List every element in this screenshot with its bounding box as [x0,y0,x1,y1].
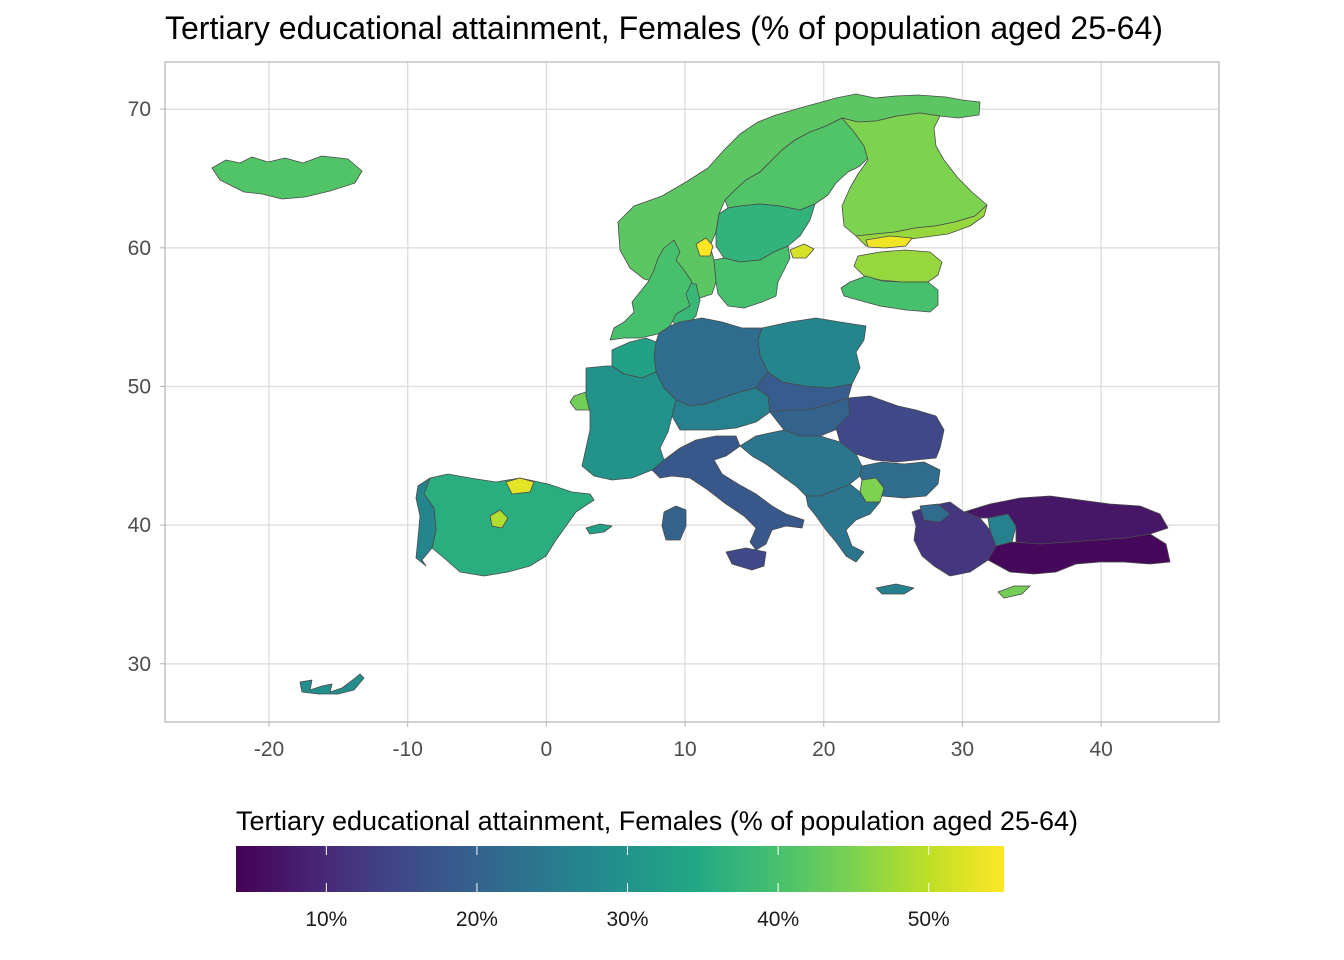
y-tick-label: 40 [128,514,151,537]
y-tick-label: 70 [128,98,151,121]
y-axis: 30 40 50 60 70 [128,98,165,676]
y-tick-label: 50 [128,375,151,398]
region-estonia[interactable] [853,249,943,283]
x-tick-label: -10 [393,738,423,761]
region-latvia-lithuania[interactable] [840,275,939,313]
region-oslo[interactable] [695,237,714,257]
legend-tick-label: 20% [456,908,498,931]
x-tick-label: 30 [951,738,974,761]
region-stockholm[interactable] [789,243,815,259]
x-tick-label: 40 [1089,738,1112,761]
x-tick-label: 0 [541,738,553,761]
region-turkey-southeast[interactable] [987,533,1171,575]
x-axis: -20 -10 0 10 20 30 40 [254,722,1113,761]
region-sweden-central[interactable] [715,203,816,263]
region-canary-islands[interactable] [299,673,365,695]
legend-title: Tertiary educational attainment, Females… [236,806,1078,836]
plot-panel-border [164,61,1220,723]
region-sweden-south[interactable] [713,245,791,309]
x-tick-label: 20 [812,738,835,761]
region-sicily[interactable] [725,547,767,571]
region-greece[interactable] [805,483,881,563]
legend-tick-label: 40% [757,908,799,931]
region-western-balkans[interactable] [739,429,863,497]
region-portugal[interactable] [415,477,437,567]
legend-tick-label: 30% [607,908,649,931]
legend-colorbar [236,846,1004,892]
legend-tick-label: 50% [908,908,950,931]
region-balearic[interactable] [585,523,613,535]
x-tick-label: 10 [673,738,696,761]
page-title: Tertiary educational attainment, Females… [165,10,1163,46]
x-tick-label: -20 [254,738,284,761]
region-istanbul[interactable] [919,503,951,523]
regions-layer [211,93,1171,695]
region-madrid[interactable] [489,509,509,529]
y-tick-label: 60 [128,237,151,260]
region-cyprus[interactable] [997,585,1031,599]
region-crete[interactable] [875,583,915,595]
region-iceland[interactable] [211,155,363,200]
y-tick-label: 30 [128,653,151,676]
legend-tick-label: 10% [305,908,347,931]
region-basque[interactable] [505,477,535,495]
region-france[interactable] [581,365,677,481]
region-italy[interactable] [651,435,805,551]
region-romania[interactable] [835,395,945,463]
legend-ticks: 10% 20% 30% 40% 50% [305,846,950,931]
region-united-kingdom[interactable] [609,239,693,341]
region-helsinki[interactable] [865,235,913,249]
region-sardinia[interactable] [661,505,687,541]
